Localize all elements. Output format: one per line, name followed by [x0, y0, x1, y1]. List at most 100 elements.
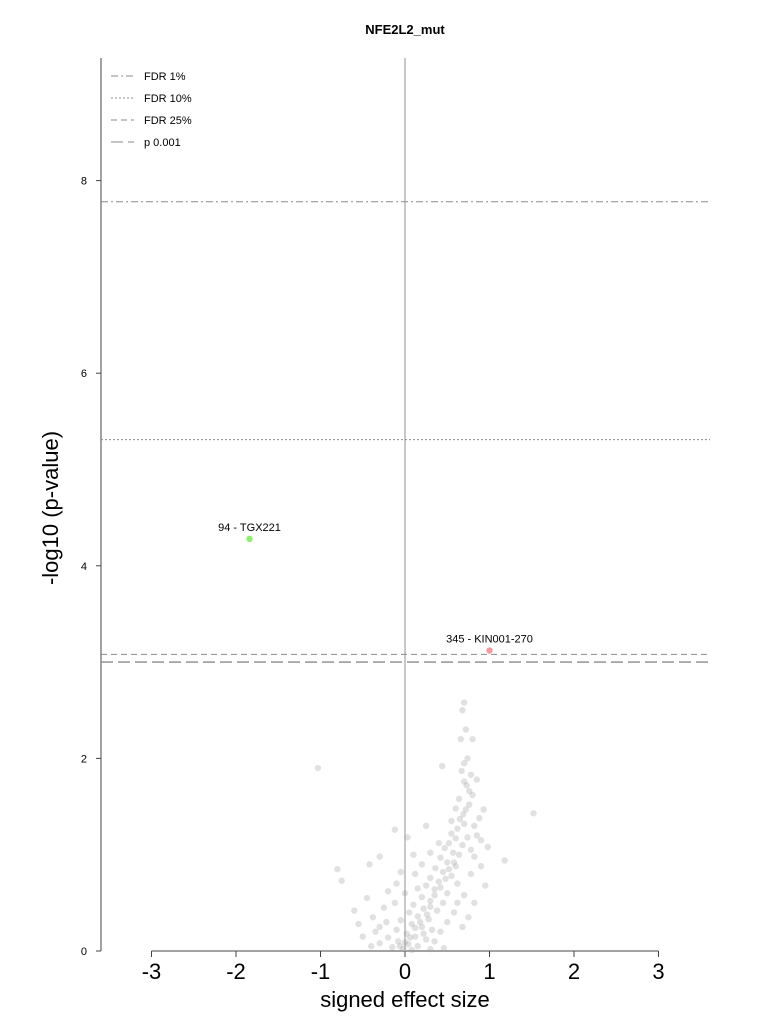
- data-point: [473, 776, 481, 783]
- data-point: [480, 806, 487, 813]
- data-point: [351, 907, 358, 914]
- axes: 0 2 4 6 8 -3 -2 -1 0 1 2 3: [81, 58, 665, 984]
- data-point: [460, 820, 468, 828]
- data-point: [476, 814, 483, 822]
- data-point: [448, 830, 455, 837]
- data-point: [460, 760, 468, 767]
- data-point: [427, 849, 434, 856]
- data-point: [462, 806, 470, 813]
- data-point: [463, 782, 470, 789]
- data-point: [403, 930, 410, 937]
- data-point: [437, 884, 444, 891]
- data-point: [418, 923, 426, 931]
- data-point: [420, 905, 427, 912]
- data-point: [454, 880, 461, 887]
- data-point: [455, 795, 463, 803]
- data-point: [427, 897, 434, 905]
- data-point: [395, 938, 402, 945]
- y-axis-label: -log10 (p-value): [38, 431, 63, 585]
- data-point: [427, 903, 434, 910]
- data-point: [408, 946, 415, 954]
- data-point: [380, 904, 388, 911]
- highlighted-point: [486, 647, 493, 654]
- data-point: [460, 778, 468, 785]
- data-points: [314, 699, 537, 954]
- data-point: [471, 822, 478, 830]
- y-tick-label: 0: [81, 946, 87, 958]
- data-point: [452, 835, 459, 842]
- data-point: [384, 934, 392, 941]
- data-point: [467, 870, 475, 878]
- data-point: [466, 801, 473, 808]
- data-point: [401, 890, 409, 897]
- data-point: [435, 878, 442, 885]
- data-point: [455, 851, 463, 858]
- data-point: [334, 865, 341, 873]
- data-point: [459, 707, 466, 714]
- data-point: [456, 815, 464, 823]
- data-point: [384, 888, 392, 895]
- data-point: [460, 891, 468, 899]
- x-tick-label: 2: [568, 959, 580, 984]
- data-point: [449, 849, 457, 856]
- data-point: [418, 861, 426, 868]
- data-point: [414, 885, 421, 892]
- data-point: [444, 890, 451, 897]
- data-point: [404, 834, 411, 841]
- data-point: [438, 762, 446, 770]
- data-point: [391, 899, 399, 907]
- data-point: [471, 853, 478, 860]
- data-point: [445, 839, 453, 847]
- data-point: [391, 826, 399, 833]
- legend-label: FDR 10%: [144, 93, 192, 105]
- data-point: [445, 865, 453, 873]
- data-point: [466, 787, 473, 795]
- data-point: [410, 851, 417, 858]
- data-point: [450, 909, 458, 916]
- data-point: [359, 933, 366, 940]
- data-point: [431, 938, 438, 945]
- data-point: [363, 894, 371, 902]
- legend-label: FDR 25%: [144, 115, 192, 127]
- data-point: [442, 875, 449, 882]
- data-point: [406, 909, 413, 916]
- data-point: [439, 868, 447, 876]
- data-point: [401, 939, 409, 946]
- data-point: [414, 913, 421, 920]
- data-point: [376, 853, 383, 860]
- data-point: [465, 914, 472, 921]
- data-point: [420, 930, 427, 937]
- x-axis-label: signed effect size: [320, 987, 490, 1012]
- data-point: [473, 832, 481, 839]
- data-point: [454, 899, 461, 907]
- data-point: [467, 771, 475, 778]
- data-point: [418, 893, 426, 901]
- data-point: [469, 791, 476, 799]
- data-point: [366, 861, 373, 868]
- data-point: [427, 874, 434, 882]
- data-point: [423, 911, 431, 918]
- data-point: [484, 843, 492, 851]
- data-point: [393, 880, 400, 887]
- data-point: [477, 863, 485, 870]
- legend-label: FDR 1%: [144, 71, 186, 83]
- data-point: [437, 854, 444, 861]
- data-point: [411, 924, 419, 932]
- data-point: [469, 735, 476, 743]
- data-point: [422, 882, 430, 889]
- data-point: [389, 943, 396, 951]
- chart-title: NFE2L2_mut: [365, 22, 445, 37]
- data-point: [440, 944, 448, 952]
- data-point: [471, 899, 478, 907]
- data-point: [408, 920, 415, 928]
- data-point: [454, 825, 461, 832]
- data-point: [411, 933, 419, 940]
- data-point: [467, 846, 475, 854]
- data-point: [459, 841, 466, 849]
- data-point: [530, 810, 537, 817]
- data-point: [444, 859, 451, 866]
- data-point: [396, 942, 404, 950]
- data-point: [400, 945, 407, 953]
- highlighted-points: 94 - TGX221 345 - KIN001-270: [218, 522, 533, 654]
